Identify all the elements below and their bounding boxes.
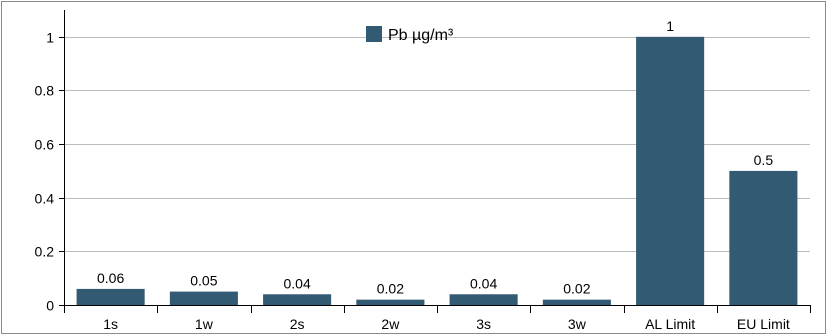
bar [449,294,518,305]
bar [169,291,238,305]
legend: Pb µg/m³ [366,26,454,44]
bars [76,36,798,306]
data-label: 0.02 [563,281,590,297]
data-label: 1 [666,18,674,34]
data-label: 0.5 [754,152,774,168]
y-tick-label: 1 [46,30,54,46]
category-label: 3s [476,316,491,332]
data-label: 0.04 [284,275,311,291]
y-tick-label: 0.8 [35,83,55,99]
data-label: 0.05 [190,273,217,289]
y-tick-label: 0.4 [35,191,55,207]
y-tick-label: 0 [46,298,54,314]
category-label: AL Limit [645,316,695,332]
category-label: 2s [290,316,305,332]
category-label: EU Limit [737,316,790,332]
category-label: 1w [195,316,214,332]
data-label: 0.04 [470,275,497,291]
bar [356,299,425,305]
y-tick-label: 0.2 [35,244,55,260]
legend-label: Pb µg/m³ [388,27,454,44]
bar [636,36,705,306]
category-label: 1s [103,316,118,332]
data-label: 0.06 [97,270,124,286]
bar [729,170,798,305]
y-tick-label: 0.6 [35,137,55,153]
category-label: 2w [381,316,400,332]
labels: 0 0.2 0.4 0.6 0.8 1 0.06 1s 0.05 1w 0.04 2s 0.02 2w 0.… [35,18,790,332]
bar [263,294,332,305]
bar [76,288,145,305]
bar [542,299,611,305]
legend-swatch [366,26,382,42]
axes [59,10,811,313]
data-label: 0.02 [377,281,404,297]
category-label: 3w [568,316,587,332]
